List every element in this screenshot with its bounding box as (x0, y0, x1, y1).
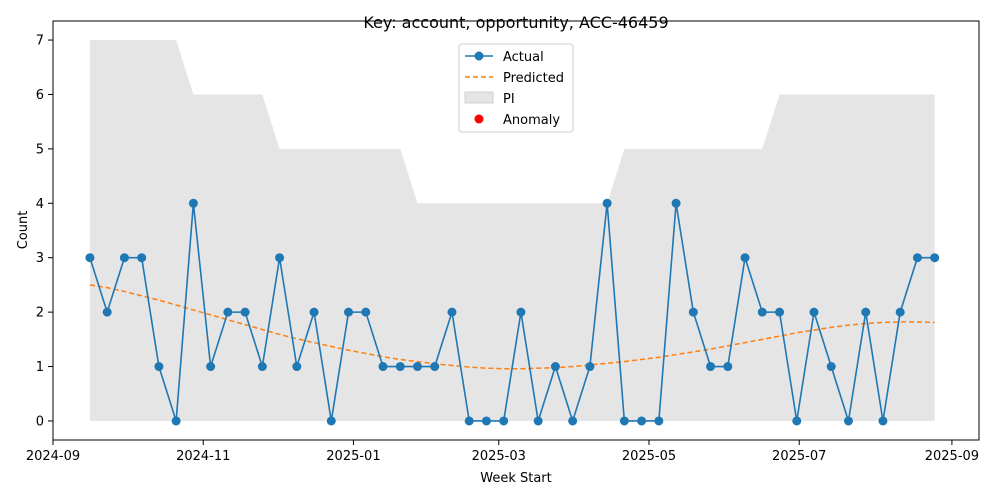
prediction-interval-band (89, 40, 935, 421)
legend-label-predicted: Predicted (503, 71, 564, 86)
x-tick-label: 2025-01 (326, 449, 380, 464)
actual-point (585, 362, 595, 372)
actual-point (430, 362, 440, 372)
actual-point (706, 362, 716, 372)
actual-point (137, 253, 147, 263)
actual-point (533, 416, 543, 426)
y-tick-label: 7 (36, 34, 44, 49)
actual-point (637, 416, 647, 426)
actual-point (671, 198, 681, 208)
legend-label-pi: PI (503, 92, 515, 107)
legend-anomaly-swatch (474, 114, 484, 124)
legend-entry-actual: Actual (465, 50, 544, 65)
actual-point (361, 307, 371, 317)
actual-layer (85, 198, 940, 426)
actual-point (257, 362, 267, 372)
actual-point (757, 307, 767, 317)
actual-point (861, 307, 871, 317)
actual-points (85, 198, 940, 426)
x-tick-label: 2025-05 (622, 449, 676, 464)
plot-frame (52, 20, 980, 441)
actual-point (309, 307, 319, 317)
actual-point (481, 416, 491, 426)
legend-label-actual: Actual (503, 50, 544, 65)
y-tick-label: 5 (36, 142, 44, 157)
x-tick-label: 2024-09 (26, 449, 80, 464)
actual-point (775, 307, 785, 317)
actual-point (516, 307, 526, 317)
y-tick-label: 0 (36, 414, 44, 429)
x-axis-title: Week Start (480, 471, 552, 486)
y-tick-label: 6 (36, 88, 44, 103)
pi-band-layer (89, 40, 935, 421)
x-tick-label: 2025-03 (472, 449, 526, 464)
legend: Actual Predicted PI Anomaly (458, 43, 574, 133)
legend-entry-pi: PI (464, 91, 515, 107)
actual-point (171, 416, 181, 426)
actual-point (102, 307, 112, 317)
actual-point (654, 416, 664, 426)
actual-point (326, 416, 336, 426)
actual-point (809, 307, 819, 317)
actual-point (619, 416, 629, 426)
actual-point (223, 307, 233, 317)
y-tick-label: 4 (36, 197, 44, 212)
legend-label-anomaly: Anomaly (503, 113, 560, 128)
actual-point (568, 416, 578, 426)
actual-point (378, 362, 388, 372)
actual-point (878, 416, 888, 426)
actual-point (188, 198, 198, 208)
actual-point (344, 307, 354, 317)
actual-point (292, 362, 302, 372)
x-axis: 2024-09 2024-11 2025-01 2025-03 2025-05 2025-… (26, 440, 979, 464)
actual-point (499, 416, 509, 426)
y-axis: 0 1 2 3 4 5 6 7 (36, 34, 53, 429)
actual-point (154, 362, 164, 372)
legend-pi-swatch (464, 91, 494, 104)
actual-point (464, 416, 474, 426)
y-tick-label: 2 (36, 306, 44, 321)
legend-actual-swatch-marker (474, 51, 484, 61)
y-tick-label: 1 (36, 360, 44, 375)
actual-point (843, 416, 853, 426)
actual-point (688, 307, 698, 317)
actual-point (930, 253, 940, 263)
chart-title: Key: account, opportunity, ACC-46459 (363, 13, 668, 32)
actual-point (895, 307, 905, 317)
actual-point (792, 416, 802, 426)
legend-entry-predicted: Predicted (465, 71, 564, 86)
actual-point (395, 362, 405, 372)
x-tick-label: 2025-09 (925, 449, 979, 464)
predicted-series-line (89, 284, 935, 370)
actual-point (826, 362, 836, 372)
legend-entry-anomaly: Anomaly (474, 113, 560, 128)
actual-point (723, 362, 733, 372)
actual-point (206, 362, 216, 372)
actual-point (412, 362, 422, 372)
y-axis-title: Count (16, 211, 31, 250)
actual-point (119, 253, 129, 263)
actual-point (912, 253, 922, 263)
actual-point (740, 253, 750, 263)
x-tick-label: 2025-07 (772, 449, 826, 464)
actual-point (447, 307, 457, 317)
legend-box (458, 43, 574, 133)
x-tick-label: 2024-11 (176, 449, 230, 464)
actual-point (240, 307, 250, 317)
actual-point (275, 253, 285, 263)
y-tick-label: 3 (36, 251, 44, 266)
actual-point (602, 198, 612, 208)
actual-point (550, 362, 560, 372)
predicted-layer (89, 284, 935, 370)
actual-point (85, 253, 95, 263)
